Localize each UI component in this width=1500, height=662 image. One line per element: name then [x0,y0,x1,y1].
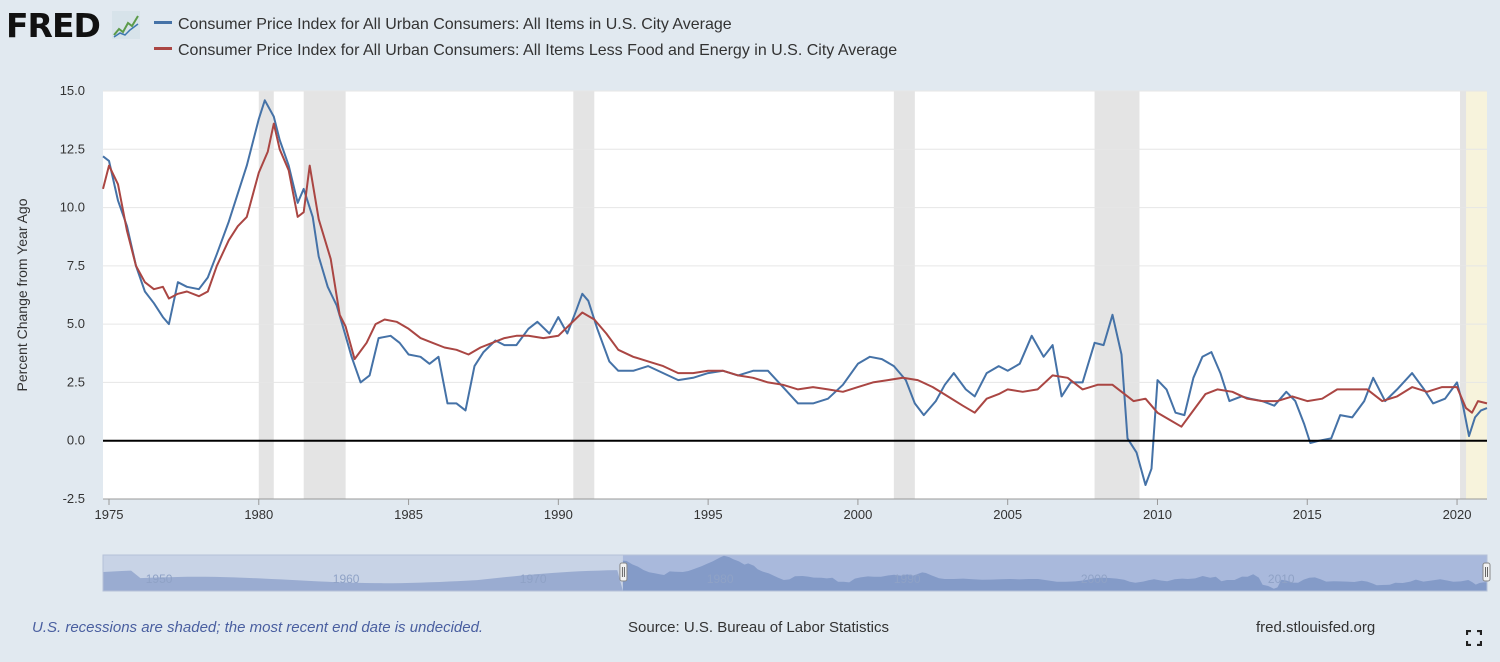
site-link[interactable]: fred.stlouisfed.org [1256,619,1376,636]
y-tick-label: 5.0 [67,316,85,331]
recession-band-5 [1460,91,1467,499]
x-tick-label: 1990 [544,507,573,522]
recession-band-4 [1094,91,1140,499]
navigator-x-label: 1980 [707,572,734,586]
navigator-x-label: 2010 [1268,572,1295,586]
y-tick-label: 2.5 [67,374,85,389]
expand-icon[interactable] [1466,630,1482,646]
recession-band-3 [893,91,915,499]
series-line-cpi-core [102,122,1488,428]
y-axis-title: Percent Change from Year Ago [14,198,30,391]
navigator-x-label: 1990 [894,572,921,586]
legend-item-cpi-all[interactable]: Consumer Price Index for All Urban Consu… [154,16,732,34]
y-tick-label: 15.0 [60,83,85,98]
source-text: Source: U.S. Bureau of Labor Statistics [628,619,889,636]
x-tick-label: 1985 [394,507,423,522]
x-tick-label: 2015 [1293,507,1322,522]
recession-band-0 [258,91,274,499]
legend-label-cpi-core: Consumer Price Index for All Urban Consu… [178,42,898,59]
x-tick-label: 1995 [694,507,723,522]
navigator-series-area [622,555,1487,591]
legend-item-cpi-core[interactable]: Consumer Price Index for All Urban Consu… [154,42,897,60]
navigator-handle-right[interactable] [1482,562,1491,582]
recession-band-1 [303,91,346,499]
x-tick-label: 1975 [95,507,124,522]
y-tick-label: 10.0 [60,200,85,215]
navigator-x-label: 1960 [333,572,360,586]
y-tick-label: 0.0 [67,433,85,448]
navigator-history-area [103,570,623,591]
axes: -2.5 0.0 2.5 5.0 7.5 10.0 12.5 15.0 1975 1980 1985… [60,83,1487,522]
x-tick-label: 2000 [843,507,872,522]
legend-swatch-cpi-core [154,47,172,51]
chart-canvas: -2.5 0.0 2.5 5.0 7.5 10.0 12.5 15.0 1975 1980 1985… [14,83,1491,592]
recession-note: U.S. recessions are shaded; the most rec… [32,619,484,636]
chart-header: FRED Consumer Price Index for All Urban … [0,0,1500,80]
y-tick-label: 7.5 [67,258,85,273]
line-chart-icon [112,11,140,39]
x-tick-label: 2005 [993,507,1022,522]
y-tick-label: 12.5 [60,141,85,156]
series-layer [102,99,1488,486]
legend-label-cpi-all: Consumer Price Index for All Urban Consu… [178,16,732,33]
navigator-x-label: 1970 [520,572,547,586]
legend-swatch-cpi-all [154,21,172,25]
x-tick-label: 1980 [244,507,273,522]
fred-logo[interactable]: FRED [6,6,101,45]
navigator-handle-left[interactable] [619,562,628,582]
y-tick-label: -2.5 [63,491,85,506]
navigator-x-label: 1950 [146,572,173,586]
x-tick-label: 2020 [1443,507,1472,522]
x-tick-label: 2010 [1143,507,1172,522]
range-navigator[interactable]: 1950 1960 1970 1980 1990 2000 2010 [102,554,1491,592]
navigator-x-label: 2000 [1081,572,1108,586]
